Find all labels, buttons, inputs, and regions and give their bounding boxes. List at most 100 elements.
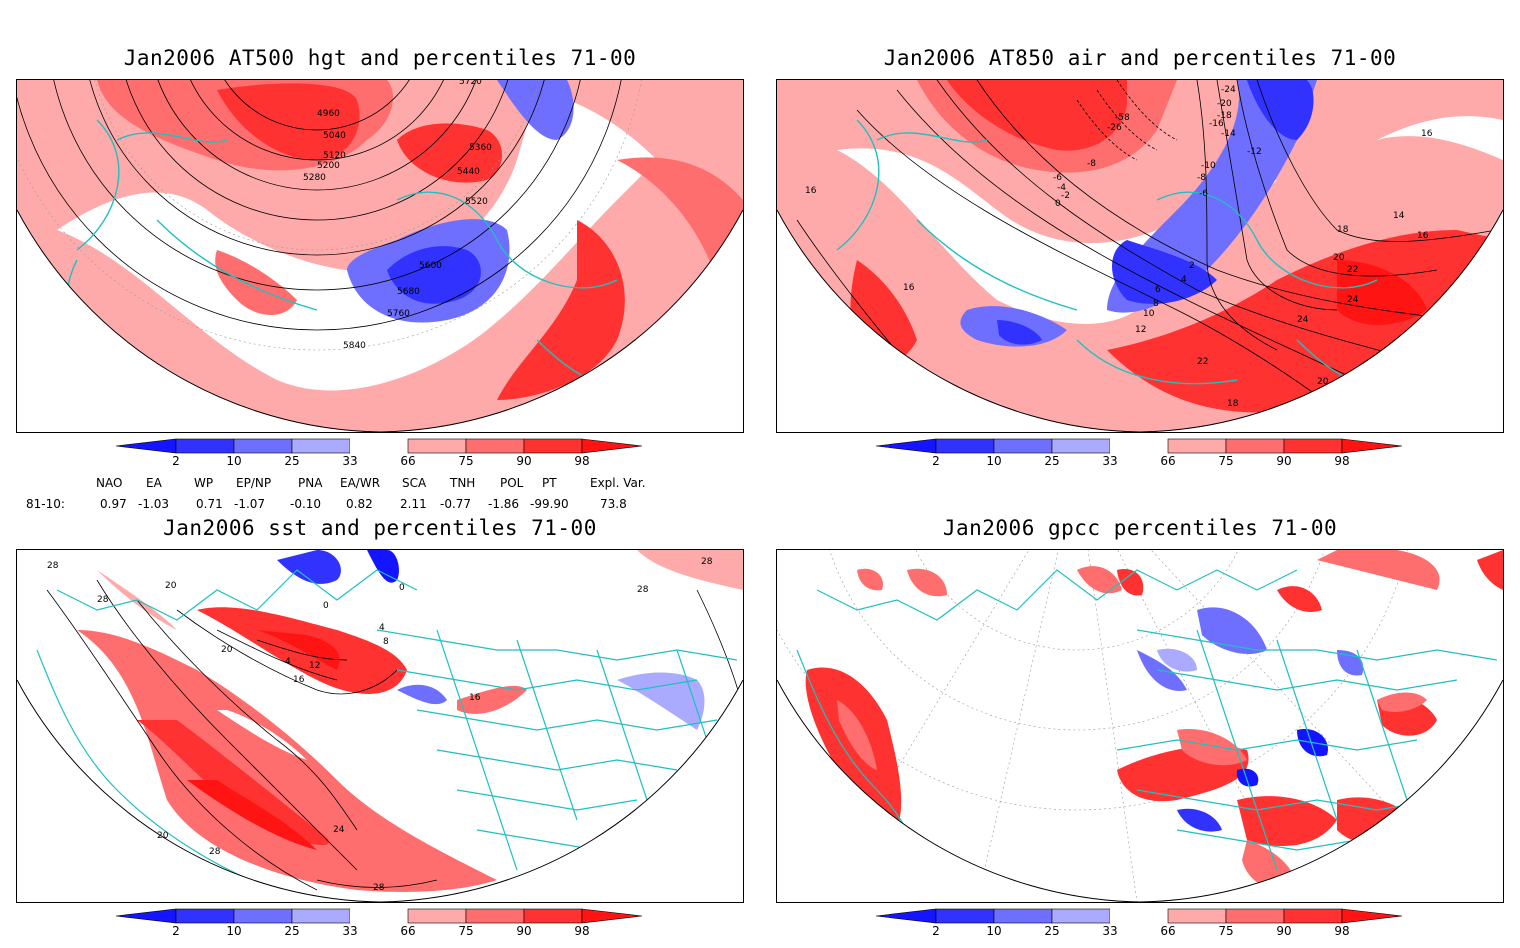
colorbar-swatch <box>465 438 525 454</box>
panel2-contour-label: 14 <box>1393 211 1405 221</box>
panel3-contour-label: 20 <box>165 581 177 591</box>
panel1-contour-label: 4960 <box>317 109 340 119</box>
colorbar-label: 33 <box>342 924 358 938</box>
colorbar-label: 98 <box>1334 454 1350 468</box>
panel1-contour-label: 5760 <box>387 309 410 319</box>
panel2-contour-label: -8 <box>1197 173 1206 183</box>
colorbar-label: 90 <box>1276 454 1292 468</box>
colorbar-swatch <box>1110 909 1168 923</box>
panel3-map-sst: 28 28 20 20 16 12 4 8 4 0 0 16 24 28 20 … <box>16 549 744 903</box>
colorbar-swatch <box>1167 438 1227 454</box>
panel1-title: Jan2006 AT500 hgt and percentiles 71-00 <box>123 46 637 70</box>
index-header: PNA <box>298 476 323 490</box>
colorbar-swatch <box>1051 438 1111 454</box>
colorbar-label: 33 <box>1102 454 1118 468</box>
colorbar-swatch <box>407 438 467 454</box>
index-header: SCA <box>402 476 427 490</box>
colorbar-label: 2 <box>172 454 180 468</box>
colorbar-swatch <box>1341 908 1403 924</box>
colorbar-swatch <box>581 908 643 924</box>
index-value: -1.03 <box>138 497 170 511</box>
panel2-contour-label: 16 <box>1417 231 1429 241</box>
colorbar-label: 10 <box>986 454 1002 468</box>
index-value: 0.97 <box>100 497 127 511</box>
colorbar-label: 2 <box>172 924 180 938</box>
colorbar-swatch <box>175 908 235 924</box>
panel3-contour-label: 20 <box>221 645 233 655</box>
colorbar-swatch <box>876 438 937 454</box>
panel2-contour-label: 4 <box>1181 275 1187 285</box>
colorbar-swatch <box>465 908 525 924</box>
colorbar-swatch <box>291 908 351 924</box>
colorbar-swatch <box>116 438 177 454</box>
colorbar-svg <box>116 438 643 454</box>
colorbar-swatch <box>1283 908 1343 924</box>
panel3-contour-label: 0 <box>323 601 329 611</box>
panel2-contour-label: 20 <box>1317 377 1329 387</box>
index-value: 0.71 <box>196 497 223 511</box>
colorbar-svg <box>116 908 643 924</box>
panel2-contour-label: -24 <box>1221 85 1236 95</box>
panel1-contour-label: 5440 <box>457 167 480 177</box>
colorbar-label: 33 <box>1102 924 1118 938</box>
panel3-map-svg: 28 28 20 20 16 12 4 8 4 0 0 16 24 28 20 … <box>17 550 743 902</box>
index-header: POL <box>500 476 524 490</box>
colorbar-label: 90 <box>1276 924 1292 938</box>
panel1-contour-label: 5520 <box>465 197 488 207</box>
panel2-contour-label: 16 <box>805 186 817 196</box>
colorbar-label: 25 <box>284 924 300 938</box>
panel2-contour-label: 16 <box>1421 129 1433 139</box>
panel2-contour-label: -14 <box>1221 129 1236 139</box>
colorbar-label: 2 <box>932 924 940 938</box>
panel3-contour-label: 20 <box>157 831 169 841</box>
colorbar-swatch <box>407 908 467 924</box>
panel2-contour-label: -2 <box>1061 191 1070 201</box>
panel3-contour-label: 28 <box>97 595 109 605</box>
panel2-map-svg: -58 -26 -8 -6 -4 -2 0 2 4 6 8 10 12 16 1… <box>777 80 1503 432</box>
colorbar-label: 10 <box>226 454 242 468</box>
colorbar-label: 66 <box>1160 454 1176 468</box>
colorbar-svg <box>876 908 1403 924</box>
panel3-contour-label: 24 <box>333 825 345 835</box>
colorbar-swatch <box>116 908 177 924</box>
index-value: -0.10 <box>290 497 322 511</box>
panel2-contour-label: 18 <box>1337 225 1349 235</box>
panel2-contour-label: -58 <box>1115 113 1130 123</box>
index-value: 2.11 <box>400 497 427 511</box>
panel3-contour-label: 16 <box>469 693 481 703</box>
panel2-contour-label: -20 <box>1217 99 1232 109</box>
panel1-contour-label: 5840 <box>343 341 366 351</box>
colorbar-swatch <box>523 908 583 924</box>
colorbar-label: 90 <box>516 454 532 468</box>
panel1-contour-label: 5040 <box>323 131 346 141</box>
colorbar-label: 10 <box>226 924 242 938</box>
panel2-contour-label: 20 <box>1333 253 1345 263</box>
panel1-map-svg: 4960 5040 5120 5200 5280 5360 5440 5520 … <box>17 80 743 432</box>
panel2-contour-label: 22 <box>1347 265 1358 275</box>
colorbar-label: 25 <box>284 454 300 468</box>
panel1-contour-label: 5280 <box>303 173 326 183</box>
index-header: EA/WR <box>340 476 381 490</box>
panel4-map-svg <box>777 550 1503 902</box>
index-header: Expl. Var. <box>590 476 646 490</box>
colorbar-label: 75 <box>458 454 474 468</box>
panel3-contour-label: 28 <box>47 561 59 571</box>
index-header: PT <box>542 476 557 490</box>
index-value: -1.07 <box>234 497 266 511</box>
panel3-contour-label: 28 <box>209 847 221 857</box>
panel2-contour-label: -10 <box>1201 161 1216 171</box>
colorbar-label: 90 <box>516 924 532 938</box>
colorbar-swatch <box>1225 438 1285 454</box>
index-header: NAO <box>96 476 123 490</box>
panel2-contour-label: 6 <box>1155 285 1161 295</box>
colorbar-swatch <box>935 438 995 454</box>
panel2-contour-label: -4 <box>1057 183 1066 193</box>
panel2-contour-label: 24 <box>1347 295 1359 305</box>
colorbar-swatch <box>233 908 293 924</box>
index-header: WP <box>194 476 214 490</box>
colorbar-label: 66 <box>400 454 416 468</box>
colorbar-label: 98 <box>574 454 590 468</box>
colorbar-swatch <box>876 908 937 924</box>
panel1-contour-label: 5720 <box>459 80 482 87</box>
panel2-contour-label: 8 <box>1153 299 1159 309</box>
